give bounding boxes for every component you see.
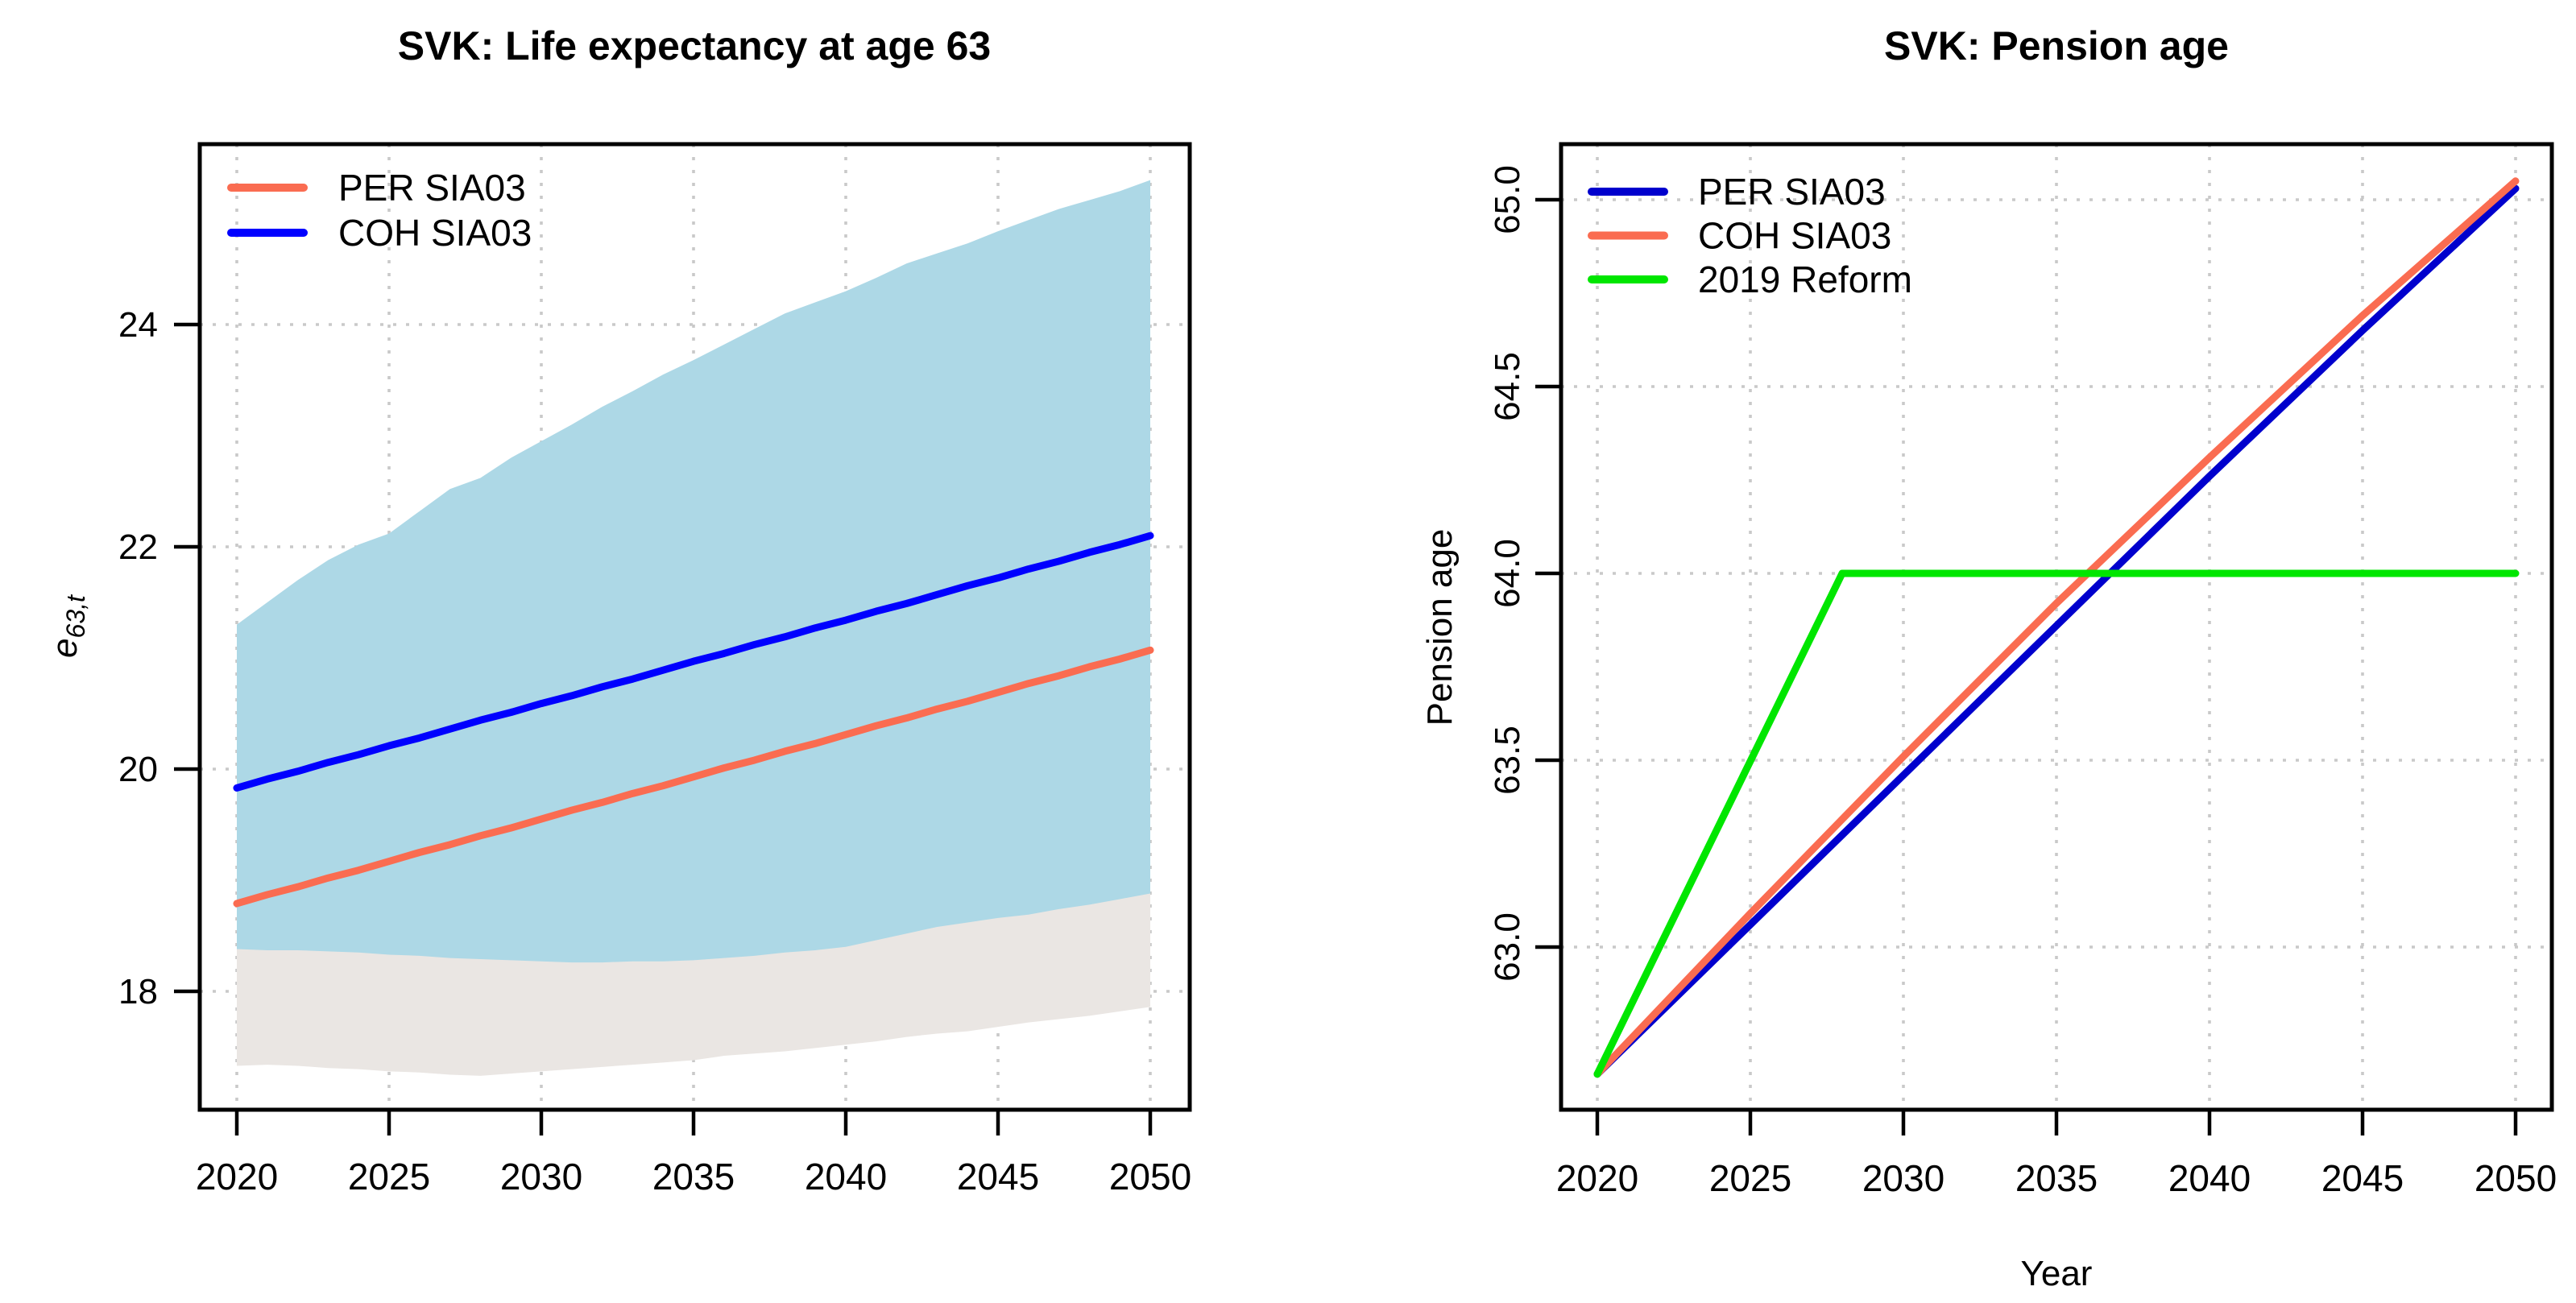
x-tick-label: 2050 [1109, 1156, 1191, 1198]
x-tick-label: 2025 [1709, 1157, 1791, 1199]
x-tick-label: 2050 [2475, 1157, 2557, 1199]
x-tick-label: 2035 [652, 1156, 735, 1198]
legend-label: PER SIA03 [1698, 171, 1886, 213]
legend-label: COH SIA03 [338, 212, 532, 254]
series-line-per-sia03 [1593, 184, 2520, 1078]
y-tick-label: 65.0 [1488, 165, 1527, 234]
x-tick-label: 2045 [957, 1156, 1039, 1198]
legend-label: PER SIA03 [338, 167, 526, 209]
x-tick-label: 2040 [2168, 1157, 2251, 1199]
y-tick-label: 20 [118, 750, 158, 789]
y-tick-label: 64.5 [1488, 352, 1527, 421]
panel-1: 2020 2025 2030 2035 2040 2045 2050 63.0 63.5 64.0… [1420, 23, 2557, 1293]
y-axis-label-subscript: 63,t [61, 594, 90, 638]
x-tick-label: 2030 [500, 1156, 582, 1198]
x-tick-label: 2045 [2321, 1157, 2404, 1199]
x-tick-label: 2030 [1862, 1157, 1944, 1199]
y-axis-label-main: e [45, 638, 85, 657]
y-tick-label: 18 [118, 972, 158, 1011]
legend-label: 2019 Reform [1698, 259, 1912, 300]
y-tick-label: 64.0 [1488, 539, 1527, 608]
y-tick-label: 63.5 [1488, 726, 1527, 795]
chart-title: SVK: Life expectancy at age 63 [398, 23, 991, 68]
per-prediction-interval-band [237, 884, 1150, 1076]
series-line-per-sia03 [233, 646, 1154, 908]
panel-0: 2020 2025 2030 2035 2040 2045 2050 18 20 22 24 SVK:… [45, 23, 1192, 1198]
y-tick-label: 24 [118, 305, 158, 345]
x-tick-label: 2040 [805, 1156, 887, 1198]
series-line-coh-sia03 [233, 532, 1154, 792]
x-tick-label: 2020 [196, 1156, 278, 1198]
series-line-coh-sia03 [1593, 177, 2520, 1078]
x-axis-label: Year [2021, 1254, 2093, 1293]
x-tick-label: 2025 [348, 1156, 430, 1198]
chart-title: SVK: Pension age [1884, 23, 2229, 68]
legend-label: COH SIA03 [1698, 215, 1891, 257]
x-tick-label: 2035 [2015, 1157, 2098, 1199]
y-axis-label: Pension age [1420, 529, 1460, 726]
series-line-2019-reform [1593, 569, 2520, 1078]
x-tick-label: 2020 [1556, 1157, 1638, 1199]
coh-prediction-interval-band [237, 180, 1150, 963]
y-tick-label: 63.0 [1488, 912, 1527, 982]
y-axis-label: e63,t [45, 594, 90, 658]
y-tick-label: 22 [118, 527, 158, 567]
